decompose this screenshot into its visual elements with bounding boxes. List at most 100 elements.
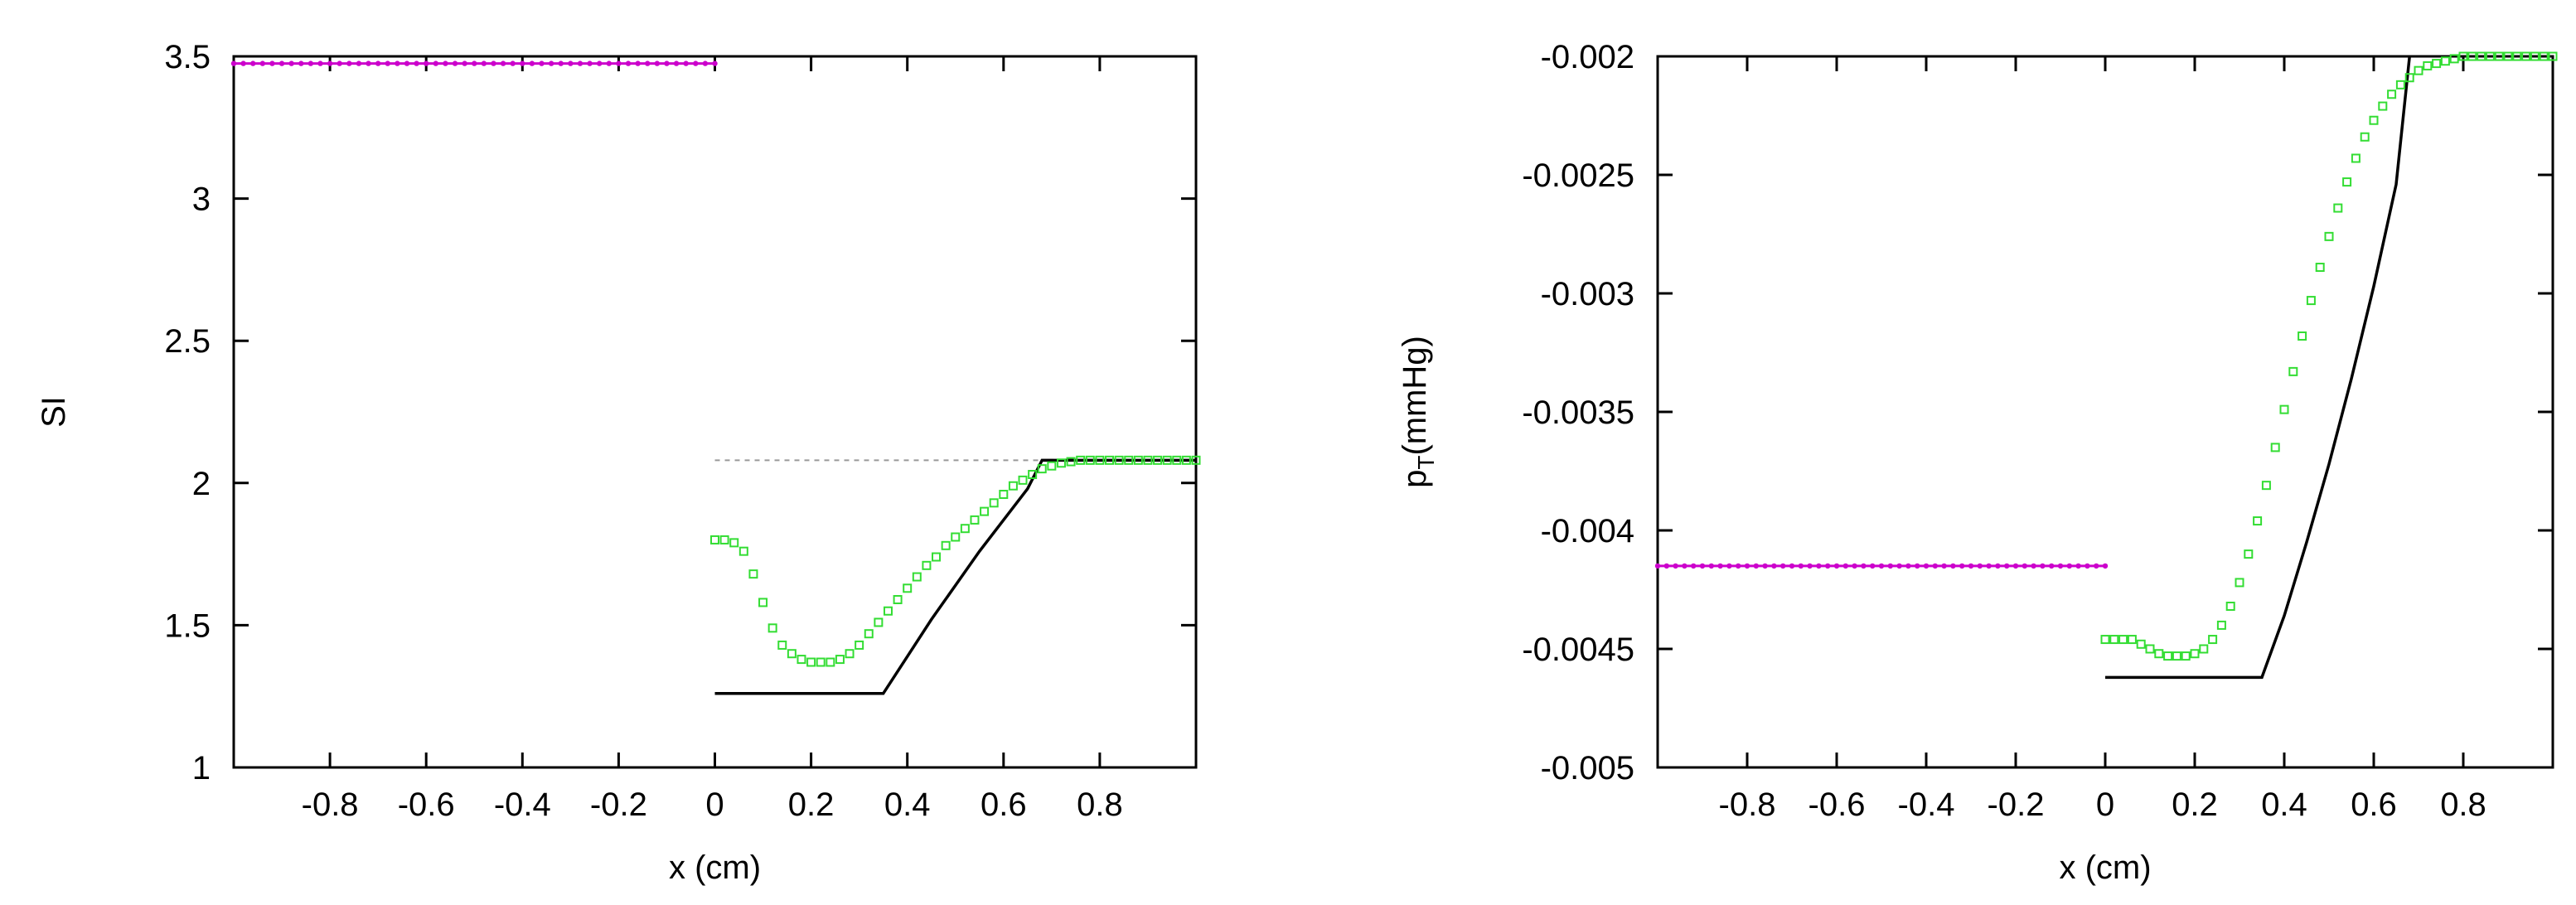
y-tick-label: 3 xyxy=(192,181,211,218)
green-square-point xyxy=(1133,455,1143,465)
green-square-point xyxy=(874,617,884,627)
green-square-point xyxy=(2351,153,2361,163)
x-tick-label: 0 xyxy=(705,786,724,823)
green-square-point xyxy=(1028,470,1038,480)
green-square-point xyxy=(2100,635,2110,645)
green-square-point xyxy=(2190,649,2200,659)
magenta-point xyxy=(1699,563,1706,569)
magenta-point xyxy=(385,60,390,66)
magenta-point xyxy=(673,60,680,66)
magenta-point xyxy=(1762,563,1768,569)
magenta-point xyxy=(1941,563,1947,569)
magenta-point xyxy=(278,60,285,66)
green-square-point xyxy=(1162,455,1172,465)
green-square-point xyxy=(2539,51,2549,61)
magenta-point xyxy=(645,60,651,66)
magenta-point xyxy=(596,60,603,66)
green-square-point xyxy=(1037,464,1047,474)
x-axis-label: x (cm) xyxy=(669,849,761,886)
magenta-point xyxy=(2012,563,2019,569)
y-tick-label: 2 xyxy=(192,466,211,502)
green-square-point xyxy=(2423,60,2433,70)
magenta-point xyxy=(2004,563,2010,569)
magenta-point xyxy=(510,60,516,66)
magenta-point xyxy=(462,60,467,66)
green-square-point xyxy=(1191,455,1201,465)
green-square-point xyxy=(835,655,845,665)
green-square-point xyxy=(2235,578,2244,588)
magenta-point xyxy=(2031,563,2036,569)
green-square-point xyxy=(2521,51,2531,61)
x-tick-label: 0.4 xyxy=(884,786,931,823)
green-square-point xyxy=(2477,51,2486,61)
green-square-point xyxy=(777,640,787,650)
green-square-point xyxy=(2467,51,2477,61)
magenta-point xyxy=(327,60,333,66)
green-square-point xyxy=(970,515,980,525)
magenta-point xyxy=(443,60,448,66)
black-curve xyxy=(2105,56,2411,680)
magenta-point xyxy=(1915,563,1920,569)
green-square-point xyxy=(855,640,864,650)
x-tick-label: 0.8 xyxy=(1077,786,1123,823)
green-square-point xyxy=(1105,455,1115,465)
green-square-point xyxy=(826,657,835,667)
y-tick-label: -0.002 xyxy=(1541,39,1634,75)
black-curve xyxy=(714,458,1196,695)
green-square-point xyxy=(1114,455,1124,465)
green-square-point xyxy=(2270,443,2280,453)
magenta-point xyxy=(1717,563,1723,569)
x-tick-label: -0.4 xyxy=(1898,786,1955,823)
magenta-point xyxy=(2094,563,2099,569)
magenta-point xyxy=(298,60,304,66)
green-square-point xyxy=(1095,455,1105,465)
green-square-point xyxy=(941,540,951,550)
y-tick-label: -0.003 xyxy=(1541,276,1634,312)
green-square-point xyxy=(1076,455,1086,465)
green-square-point xyxy=(710,535,719,544)
magenta-point xyxy=(1905,563,1911,569)
magenta-point xyxy=(693,60,699,66)
green-square-point xyxy=(932,552,942,562)
green-square-point xyxy=(2136,639,2146,649)
magenta-point xyxy=(1932,563,1938,569)
magenta-point xyxy=(1736,563,1741,569)
green-square-point xyxy=(2288,366,2298,376)
x-tick-label: 0.6 xyxy=(981,786,1027,823)
magenta-point xyxy=(452,60,458,66)
green-square-point xyxy=(787,649,797,659)
magenta-point xyxy=(1950,563,1956,569)
green-square-point xyxy=(903,583,913,593)
green-square-point xyxy=(1124,455,1134,465)
green-square-point xyxy=(989,498,999,508)
magenta-point xyxy=(1691,563,1697,569)
magenta-point xyxy=(1878,563,1885,569)
green-square-point xyxy=(893,595,903,605)
x-axis-label: x (cm) xyxy=(2059,849,2151,886)
green-square-point xyxy=(2109,635,2119,645)
green-square-point xyxy=(2199,644,2209,654)
y-axis-label: SI xyxy=(36,396,72,428)
green-square-point xyxy=(1181,455,1191,465)
y-tick-label: -0.0035 xyxy=(1522,394,1634,431)
y-tick-label: 1.5 xyxy=(164,607,211,644)
magenta-point xyxy=(472,60,477,66)
x-tick-label: -0.8 xyxy=(1719,786,1776,823)
green-square-point xyxy=(2333,203,2343,213)
magenta-point xyxy=(1789,563,1795,569)
magenta-point xyxy=(259,60,266,66)
x-tick-label: 0.6 xyxy=(2351,786,2397,823)
y-axis-label-subscript: T xyxy=(1413,456,1439,470)
green-square-point xyxy=(2181,651,2191,661)
magenta-point xyxy=(1833,563,1840,569)
green-square-point xyxy=(922,560,932,570)
green-square-point xyxy=(2458,51,2468,61)
green-square-point xyxy=(2306,296,2316,306)
y-tick-label: -0.0045 xyxy=(1522,632,1634,668)
green-square-point xyxy=(1143,455,1153,465)
green-square-point xyxy=(2225,602,2235,612)
chart-si: -0.8 -0.6 -0.4 -0.2 0 0.2 0.4 0.6 0.8 1 1.5 2 2.5 3 3.… xyxy=(36,39,1201,886)
green-square-point xyxy=(767,623,777,633)
magenta-point xyxy=(307,60,314,66)
